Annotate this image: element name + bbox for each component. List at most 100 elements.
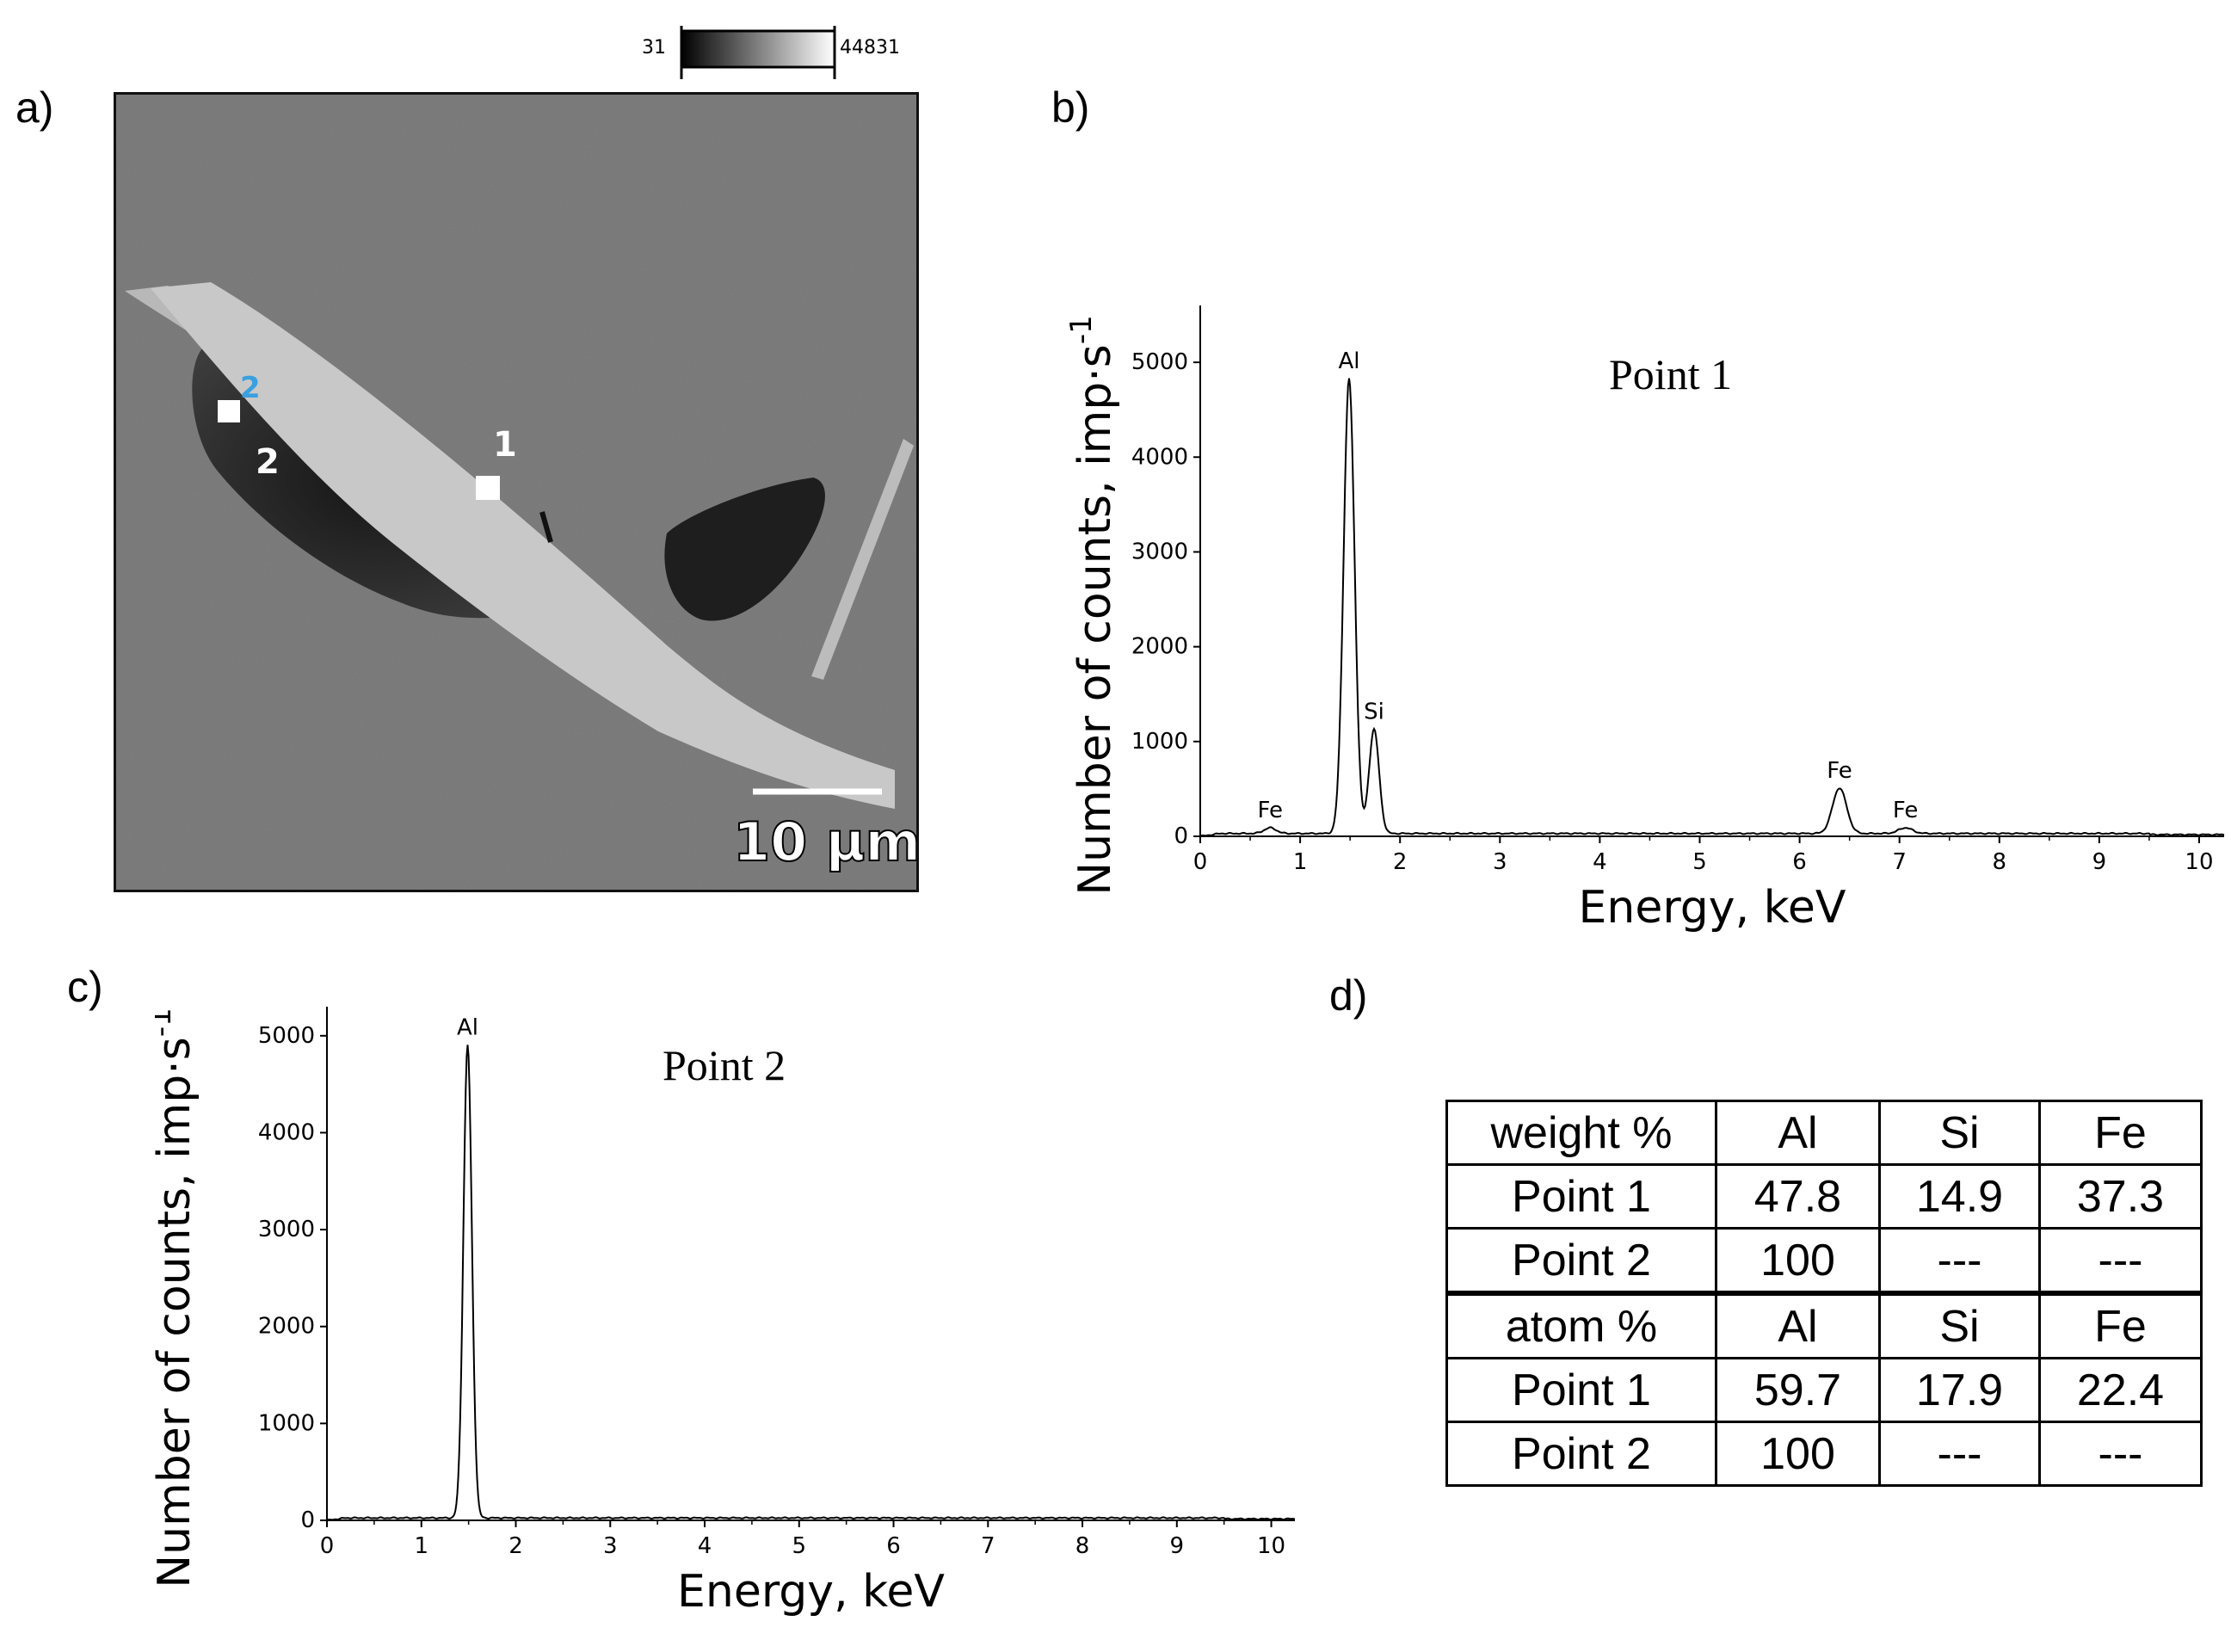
table-cell: Fe <box>2038 1291 2203 1359</box>
composition-table: weight % Al Si Fe Point 1 47.8 14.9 37.3 Point 2… <box>1445 1100 2203 1487</box>
chart-c-y-tick-label: 3000 <box>258 1217 315 1242</box>
point-marker-label-1: 1 <box>493 425 517 465</box>
table-row: Point 2 100 --- --- <box>1445 1421 2203 1487</box>
table-cell: 100 <box>1715 1421 1881 1487</box>
table-cell: --- <box>1878 1421 2041 1487</box>
table-row-header-cell: Point 2 <box>1445 1421 1717 1487</box>
chart-c-x-tick-label: 8 <box>1075 1533 1090 1559</box>
chart-b-y-axis-label: Number of counts, imp·s-1 <box>1064 315 1121 896</box>
chart-b-peak-label-fe: Fe <box>1893 798 1919 823</box>
chart-b-x-tick-label: 0 <box>1193 849 1208 875</box>
chart-b-y-tick-label: 0 <box>1174 823 1188 849</box>
table-cell: Al <box>1715 1100 1881 1166</box>
chart-c-spectrum-line <box>326 1045 1296 1521</box>
chart-b-peak-label-fe: Fe <box>1258 798 1284 823</box>
sem-micrograph: 2 2 1 10 µm <box>114 92 919 892</box>
panel-label-c: c) <box>67 963 103 1011</box>
chart-c-x-tick-label: 5 <box>792 1533 807 1559</box>
eds-spectrum-point-1: 0 1 2 3 4 5 6 7 8 9 10 0 1000 2000 3000 4000 5000 Fe Al Si F… <box>1064 305 2225 934</box>
sem-image: 2 2 1 10 µm <box>116 95 916 890</box>
table-cell: Si <box>1878 1100 2041 1166</box>
chart-c-x-tick-label: 1 <box>414 1533 428 1559</box>
chart-b-y-tick-label: 1000 <box>1131 729 1188 755</box>
chart-b-peak-label-si: Si <box>1364 699 1384 724</box>
chart-b-plot: 0 1 2 3 4 5 6 7 8 9 10 0 1000 2000 3000 4000 5000 Fe Al Si F… <box>1064 305 2225 934</box>
chart-b-peak-label-fe: Fe <box>1827 758 1852 784</box>
chart-c-x-tick-label: 9 <box>1170 1533 1185 1559</box>
chart-c-x-tick-label: 6 <box>886 1533 901 1559</box>
chart-b-x-tick-label: 3 <box>1493 849 1507 875</box>
chart-b-title: Point 1 <box>1609 350 1732 398</box>
table-row: Point 1 59.7 17.9 22.4 <box>1445 1357 2203 1423</box>
table-cell: 59.7 <box>1715 1357 1881 1423</box>
chart-b-x-tick-label: 1 <box>1293 849 1308 875</box>
point-marker-label-2-white: 2 <box>256 442 280 482</box>
chart-c-x-tick-label: 4 <box>698 1533 712 1559</box>
chart-b-peak-label-al: Al <box>1338 348 1359 374</box>
chart-c-y-tick-label: 5000 <box>258 1023 315 1049</box>
chart-b-x-tick-label: 7 <box>1892 849 1907 875</box>
chart-c-y-tick-label: 0 <box>300 1507 315 1533</box>
bright-phase-plate-main <box>151 282 895 809</box>
scale-bar-label: 10 µm <box>733 811 916 873</box>
chart-b-x-tick-label: 5 <box>1692 849 1707 875</box>
chart-c-y-tick-label: 2000 <box>258 1314 315 1340</box>
table-cell: 100 <box>1715 1227 1881 1295</box>
table-row: weight % Al Si Fe <box>1445 1100 2203 1166</box>
point-marker-square-2 <box>218 400 240 422</box>
chart-c-y-tick-label: 4000 <box>258 1119 315 1145</box>
table-cell: 37.3 <box>2038 1163 2203 1230</box>
chart-c-x-tick-label: 7 <box>981 1533 995 1559</box>
dark-phase-region-right <box>664 478 825 621</box>
table-row: Point 1 47.8 14.9 37.3 <box>1445 1163 2203 1230</box>
panel-label-b: b) <box>1051 83 1090 132</box>
panel-label-d: d) <box>1329 971 1368 1020</box>
table-cell: 17.9 <box>1878 1357 2041 1423</box>
chart-b-x-tick-label: 6 <box>1792 849 1807 875</box>
chart-c-title: Point 2 <box>663 1041 786 1089</box>
chart-b-y-tick-label: 3000 <box>1131 539 1188 564</box>
table-cell: 47.8 <box>1715 1163 1881 1230</box>
table-cell: 22.4 <box>2038 1357 2203 1423</box>
chart-c-peak-label-al: Al <box>457 1014 478 1040</box>
chart-c-x-tick-label: 3 <box>603 1533 618 1559</box>
chart-b-y-tick-label: 2000 <box>1131 634 1188 660</box>
eds-spectrum-point-2: 0 1 2 3 4 5 6 7 8 9 10 0 1000 2000 3000 4000 5000 Al Point… <box>155 1007 1296 1618</box>
colorbar-min-label: 31 <box>642 37 666 59</box>
table-row-header-cell: Point 1 <box>1445 1357 1717 1423</box>
table-row-header-cell: Point 2 <box>1445 1227 1717 1295</box>
table-row-header-cell: weight % <box>1445 1100 1717 1166</box>
intensity-colorbar: 31 44831 <box>642 26 900 79</box>
chart-b-y-tick-label: 5000 <box>1131 349 1188 375</box>
chart-c-y-axis-label: Number of counts, imp·s-1 <box>155 1008 200 1588</box>
table-row-header-cell: atom % <box>1445 1291 1717 1359</box>
table-cell: --- <box>2038 1227 2203 1295</box>
chart-c-x-axis-label: Energy, keV <box>677 1566 945 1618</box>
chart-b-x-axis-label: Energy, keV <box>1579 882 1846 934</box>
table-cell: Si <box>1878 1291 2041 1359</box>
table-row-header-cell: Point 1 <box>1445 1163 1717 1230</box>
chart-c-x-tick-label: 10 <box>1257 1533 1285 1559</box>
chart-b-x-tick-label: 9 <box>2092 849 2107 875</box>
chart-b-y-tick-label: 4000 <box>1131 444 1188 470</box>
panel-label-a: a) <box>15 83 54 132</box>
composition-table-body: weight % Al Si Fe Point 1 47.8 14.9 37.3 Point 2… <box>1445 1100 2203 1487</box>
table-cell: --- <box>1878 1227 2041 1295</box>
chart-b-x-tick-label: 8 <box>1993 849 2007 875</box>
chart-b-x-tick-label: 10 <box>2185 849 2213 875</box>
chart-b-x-tick-label: 4 <box>1593 849 1607 875</box>
table-cell: --- <box>2038 1421 2203 1487</box>
table-row: atom % Al Si Fe <box>1445 1291 2203 1359</box>
chart-b-x-tick-label: 2 <box>1393 849 1408 875</box>
point-marker-square-1 <box>476 476 500 500</box>
needle-phase <box>811 439 914 680</box>
table-cell: 14.9 <box>1878 1163 2041 1230</box>
colorbar-gradient <box>680 29 836 69</box>
table-cell: Al <box>1715 1291 1881 1359</box>
chart-c-plot: 0 1 2 3 4 5 6 7 8 9 10 0 1000 2000 3000 4000 5000 Al Point… <box>155 1007 1296 1618</box>
chart-c-x-tick-label: 0 <box>320 1533 335 1559</box>
chart-c-y-tick-label: 1000 <box>258 1410 315 1436</box>
colorbar-max-label: 44831 <box>840 37 900 59</box>
chart-b-spectrum-line <box>1199 378 2225 837</box>
table-cell: Fe <box>2038 1100 2203 1166</box>
